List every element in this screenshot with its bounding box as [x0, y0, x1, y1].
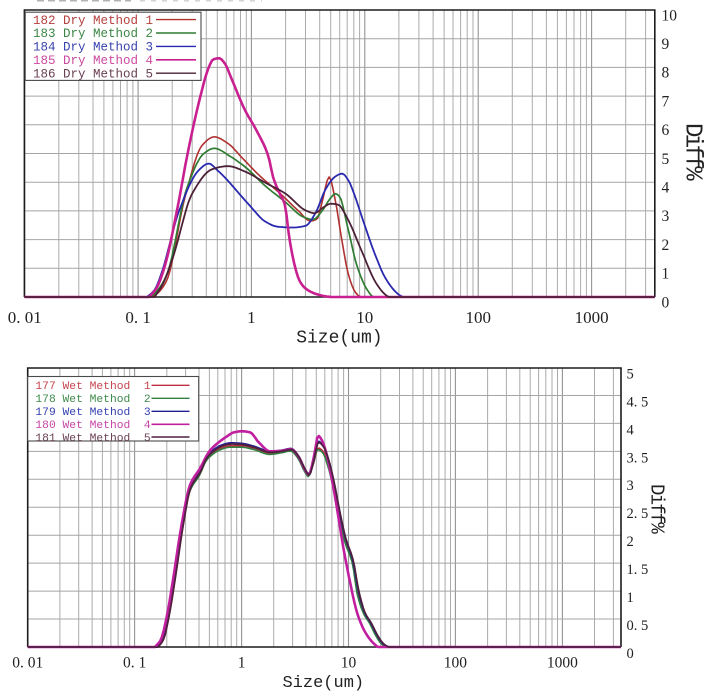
- svg-text:Size(um): Size(um): [296, 329, 382, 349]
- svg-text:186 Dry Method 5: 186 Dry Method 5: [33, 68, 153, 82]
- svg-text:181 Wet Method 5: 181 Wet Method 5: [35, 433, 150, 445]
- svg-text:2. 5: 2. 5: [627, 506, 649, 522]
- svg-text:3: 3: [662, 208, 670, 225]
- svg-text:4: 4: [662, 180, 670, 197]
- svg-text:3: 3: [627, 478, 634, 494]
- svg-text:Size(um): Size(um): [282, 674, 364, 693]
- svg-text:5: 5: [627, 366, 634, 382]
- svg-text:0. 5: 0. 5: [627, 618, 649, 634]
- svg-text:180 Wet Method 4: 180 Wet Method 4: [35, 420, 150, 432]
- svg-text:10: 10: [341, 654, 357, 671]
- svg-text:0. 01: 0. 01: [12, 654, 43, 671]
- svg-text:1: 1: [627, 590, 634, 606]
- svg-text:178 Wet Method 2: 178 Wet Method 2: [35, 394, 150, 406]
- svg-text:0: 0: [662, 294, 670, 311]
- svg-text:7: 7: [662, 93, 670, 110]
- svg-text:10: 10: [356, 308, 373, 327]
- svg-text:Diff%: Diff%: [646, 484, 668, 534]
- svg-text:185 Dry Method 4: 185 Dry Method 4: [33, 54, 153, 68]
- svg-text:1: 1: [662, 266, 670, 283]
- svg-text:1. 5: 1. 5: [627, 562, 649, 578]
- svg-text:4. 5: 4. 5: [627, 394, 649, 410]
- svg-text:1000: 1000: [547, 654, 578, 671]
- svg-text:3. 5: 3. 5: [627, 450, 649, 466]
- svg-text:0. 1: 0. 1: [125, 308, 151, 327]
- svg-text:182 Dry Method 1: 182 Dry Method 1: [33, 14, 153, 28]
- svg-text:9: 9: [662, 36, 670, 53]
- svg-text:179 Wet Method 3: 179 Wet Method 3: [35, 407, 150, 419]
- svg-text:6: 6: [662, 122, 670, 139]
- svg-text:0. 01: 0. 01: [8, 308, 42, 327]
- svg-text:8: 8: [662, 65, 670, 82]
- svg-text:Diff%: Diff%: [679, 123, 706, 181]
- svg-text:10: 10: [662, 7, 678, 24]
- svg-text:0: 0: [627, 646, 634, 662]
- svg-text:1: 1: [247, 308, 256, 327]
- svg-text:1: 1: [238, 654, 246, 671]
- svg-text:2: 2: [627, 534, 634, 550]
- svg-text:0. 1: 0. 1: [123, 654, 146, 671]
- svg-text:5: 5: [662, 151, 670, 168]
- svg-text:100: 100: [465, 308, 491, 327]
- svg-text:2: 2: [662, 237, 670, 254]
- svg-text:100: 100: [444, 654, 468, 671]
- svg-text:4: 4: [627, 422, 635, 438]
- svg-text:183 Dry Method 2: 183 Dry Method 2: [33, 27, 153, 41]
- svg-text:184 Dry Method 3: 184 Dry Method 3: [33, 41, 153, 55]
- svg-text:1000: 1000: [575, 308, 609, 327]
- svg-text:177 Wet Method 1: 177 Wet Method 1: [35, 381, 150, 393]
